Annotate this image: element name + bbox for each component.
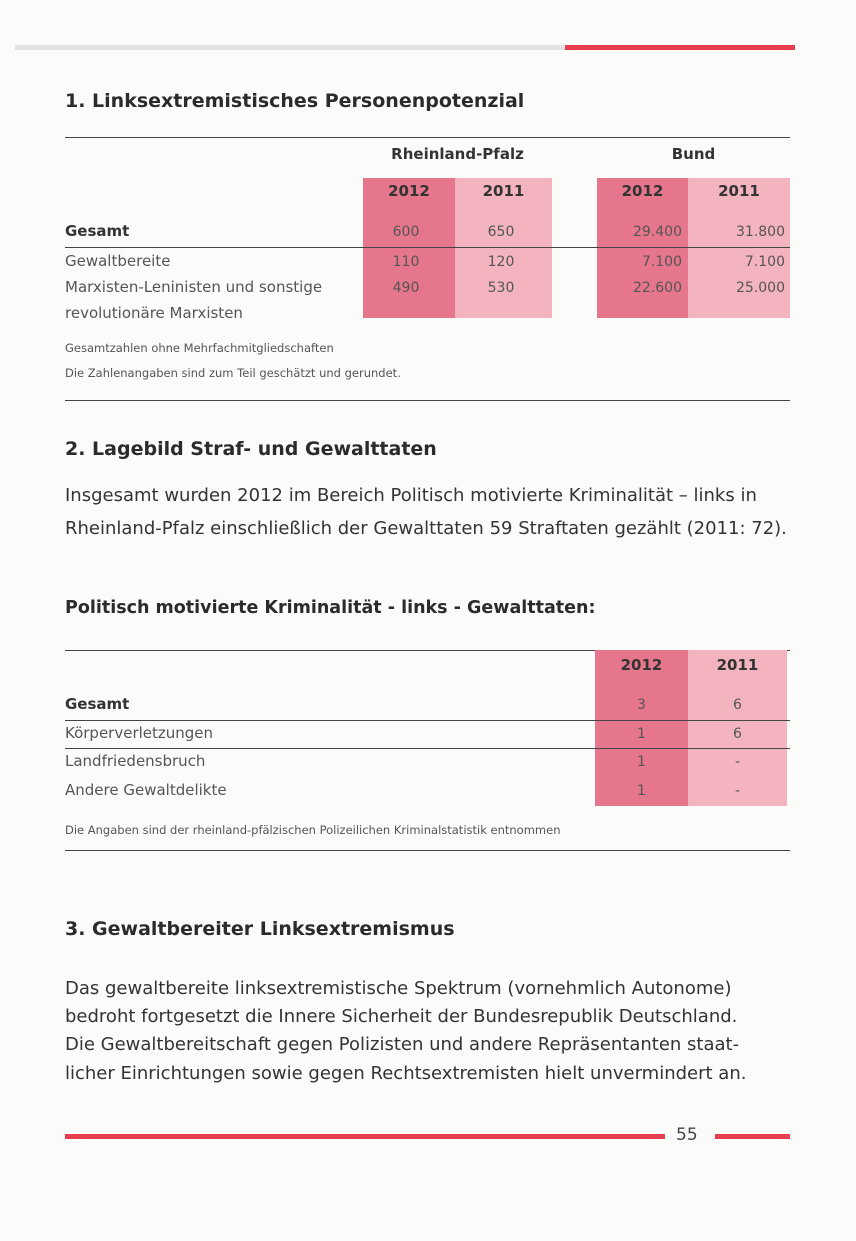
value-cell: 490 [392, 280, 420, 296]
page-number: 55 [676, 1125, 698, 1145]
table-2-title: Politisch motivierte Kriminalität - link… [65, 598, 596, 618]
divider [65, 247, 790, 248]
header-bar-red [565, 45, 795, 50]
paragraph-line: Insgesamt wurden 2012 im Bereich Politis… [65, 485, 757, 506]
value-cell: 3 [637, 697, 646, 713]
column-bund-2012 [597, 178, 688, 318]
row-label: Andere Gewaltdelikte [65, 781, 227, 799]
value-cell: 6 [733, 697, 742, 713]
year-header: 2011 [718, 182, 760, 200]
value-cell: 22.600 [633, 280, 682, 296]
value-cell: 7.100 [641, 254, 682, 270]
column-2011 [688, 650, 787, 806]
row-label-cont: revolutionäre Marxisten [65, 304, 243, 322]
divider [65, 720, 790, 721]
value-cell: - [734, 754, 741, 770]
value-cell: 6 [733, 726, 742, 742]
section-3-heading: 3. Gewaltbereiter Linksextremismus [65, 918, 455, 940]
paragraph-line: bedroht fortgesetzt die Innere Sicherhei… [65, 1006, 738, 1027]
divider [65, 400, 790, 401]
value-cell: 25.000 [736, 280, 785, 296]
table-note: Gesamtzahlen ohne Mehrfachmitgliedschaft… [65, 341, 334, 355]
year-header: 2012 [620, 656, 663, 674]
column-bund-2011 [688, 178, 790, 318]
header-bar-gray [15, 45, 565, 50]
row-label: Landfriedensbruch [65, 752, 206, 770]
paragraph-line: Die Gewaltbereitschaft gegen Polizisten … [65, 1034, 740, 1055]
row-label: Gewaltbereite [65, 252, 171, 270]
year-header: 2011 [716, 656, 759, 674]
year-header: 2011 [482, 182, 525, 200]
value-cell: 1 [637, 783, 646, 799]
column-rlp-2011 [455, 178, 552, 318]
divider [65, 748, 790, 749]
section-1-heading: 1. Linksextremistisches Personenpotenzia… [65, 90, 525, 112]
value-cell: 7.100 [744, 254, 785, 270]
value-cell: 1 [637, 726, 646, 742]
value-cell: 1 [637, 754, 646, 770]
column-rlp-2012 [363, 178, 455, 318]
row-label: Körperverletzungen [65, 724, 214, 742]
paragraph-line: Das gewaltbereite linksextremistische Sp… [65, 978, 732, 999]
value-cell: 650 [487, 224, 515, 240]
group-header-rlp: Rheinland-Pfalz [391, 145, 524, 163]
row-label: Marxisten-Leninisten und sonstige [65, 278, 323, 296]
footer-bar [715, 1134, 790, 1139]
divider [65, 137, 790, 138]
section-2-heading: 2. Lagebild Straf- und Gewalttaten [65, 438, 437, 460]
paragraph-line: licher Einrichtungen sowie gegen Rechtse… [65, 1063, 747, 1084]
value-cell: 530 [487, 280, 515, 296]
value-cell: 600 [392, 224, 420, 240]
table-note: Die Angaben sind der rheinland-pfälzisch… [65, 823, 561, 837]
row-label: Gesamt [65, 695, 130, 713]
row-label: Gesamt [65, 222, 130, 240]
paragraph-line: Rheinland-Pfalz einschließlich der Gewal… [65, 518, 787, 539]
value-cell: - [734, 783, 741, 799]
divider [65, 650, 790, 651]
value-cell: 120 [487, 254, 515, 270]
year-header: 2012 [388, 182, 430, 200]
year-header: 2012 [621, 182, 664, 200]
column-2012 [595, 650, 688, 806]
value-cell: 110 [392, 254, 420, 270]
divider [65, 850, 790, 851]
value-cell: 31.800 [736, 224, 785, 240]
table-note: Die Zahlenangaben sind zum Teil geschätz… [65, 366, 401, 380]
footer-bar [65, 1134, 665, 1139]
group-header-bund: Bund [671, 145, 716, 163]
value-cell: 29.400 [633, 224, 682, 240]
